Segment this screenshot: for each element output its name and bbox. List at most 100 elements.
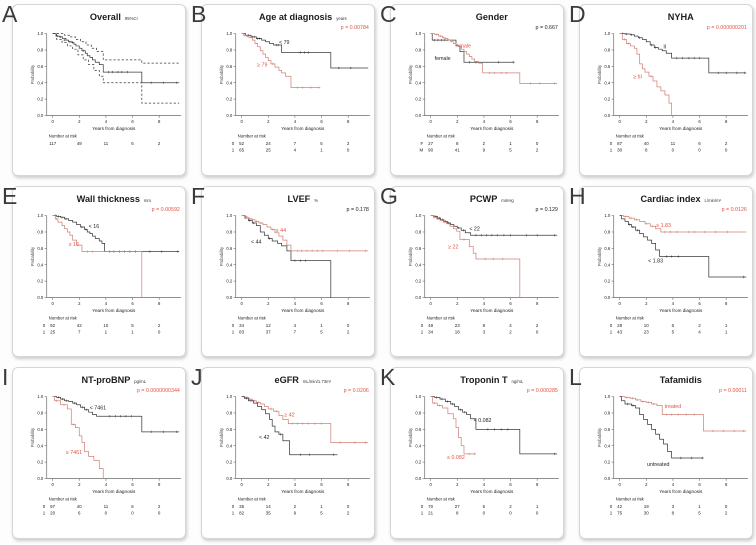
risk-value: 35	[239, 504, 244, 509]
censor-mark	[349, 66, 353, 70]
censor-mark	[84, 227, 88, 231]
risk-value: 0	[536, 141, 539, 146]
censor-mark	[316, 249, 319, 252]
censor-mark	[85, 408, 88, 412]
y-tick-label: 0.6	[415, 64, 422, 69]
x-tick-label: 0	[240, 482, 243, 487]
censor-mark	[321, 249, 325, 252]
risk-value: 34	[239, 323, 244, 328]
censor-mark	[722, 430, 725, 433]
censor-mark	[502, 233, 506, 237]
risk-value: 5	[320, 329, 323, 334]
risk-value: 2	[536, 148, 539, 153]
y-tick-label: 0.0	[604, 476, 611, 481]
censor-mark	[638, 36, 641, 39]
curve-label: ≥ 7461	[66, 450, 82, 456]
risk-value: 49	[77, 141, 82, 146]
censor-mark	[116, 70, 120, 74]
risk-row-label: M	[420, 148, 424, 153]
censor-mark	[257, 401, 260, 404]
y-tick-label: 0.6	[415, 427, 422, 432]
km-panel: H Cardiac index L/min/m² p = 0.0126 1.0 0.8 0.…	[567, 182, 756, 364]
survival-curve-black	[619, 214, 747, 278]
y-tick-label: 1.0	[226, 213, 233, 218]
y-tick-label: 0.2	[604, 460, 611, 465]
panel-unit: %	[314, 197, 318, 202]
risk-value: 83	[239, 329, 244, 334]
risk-value: 1	[725, 323, 728, 328]
risk-value: 48	[428, 323, 433, 328]
panel-title: NT-proBNP pg/mL	[82, 375, 147, 385]
censor-mark	[175, 430, 178, 434]
censor-mark	[71, 41, 74, 44]
panel-letter: A	[2, 1, 18, 27]
censor-mark	[535, 233, 539, 237]
risk-value: 65	[239, 148, 244, 153]
risk-value: 37	[266, 329, 271, 334]
x-tick-label: 8	[158, 301, 161, 306]
p-value: p = 0.178	[347, 207, 369, 213]
x-tick-label: 8	[536, 482, 539, 487]
censor-mark	[651, 224, 654, 228]
censor-mark	[126, 70, 129, 74]
risk-value: 1	[698, 504, 701, 509]
risk-value: 1	[725, 329, 728, 334]
censor-mark	[258, 37, 261, 40]
censor-mark	[299, 453, 302, 457]
censor-mark	[663, 230, 667, 233]
y-tick-label: 1.0	[604, 31, 611, 36]
risk-value: 43	[617, 329, 622, 334]
risk-value: 2	[347, 329, 350, 334]
risk-value: 75	[617, 511, 622, 516]
panel-card: Gender p = 0.667 1.0 0.8 0.6 0.4 0.2 0.0 0 2 4 6 8 Pr…	[390, 4, 564, 176]
y-tick-label: 0.2	[604, 97, 611, 102]
censor-mark	[484, 257, 487, 260]
censor-mark	[624, 214, 627, 218]
risk-value: 8	[645, 148, 648, 153]
risk-row-label: 1	[43, 329, 46, 334]
censor-mark	[636, 228, 639, 232]
x-tick-label: 4	[294, 482, 297, 487]
censor-mark	[714, 230, 717, 233]
risk-value: 2	[698, 323, 701, 328]
x-tick-label: 6	[698, 119, 701, 124]
risk-value: 117	[49, 141, 57, 146]
axes	[424, 396, 559, 480]
censor-mark	[255, 219, 258, 223]
risk-value: 14	[266, 504, 271, 509]
censor-mark	[480, 233, 483, 237]
x-tick-label: 2	[78, 119, 81, 124]
axes	[235, 215, 370, 298]
panel-unit: L/min/m²	[705, 197, 722, 202]
y-tick-label: 0.4	[226, 262, 233, 267]
axes	[46, 396, 181, 480]
censor-mark	[493, 428, 496, 431]
risk-table-header: Number at risk	[616, 497, 645, 502]
risk-row-label: 0	[232, 141, 235, 146]
risk-value: 25	[50, 329, 55, 334]
risk-value: 1	[536, 504, 539, 509]
survival-curve-red	[52, 214, 143, 298]
curve-label: < 16	[89, 224, 100, 230]
censor-mark	[348, 249, 351, 252]
risk-table-header: Number at risk	[49, 134, 78, 139]
x-tick-label: 0	[618, 119, 621, 124]
risk-value: 5	[131, 323, 134, 328]
y-tick-label: 0.2	[37, 460, 44, 465]
x-tick-label: 2	[456, 482, 459, 487]
censor-mark	[525, 233, 528, 237]
y-tick-label: 0.4	[604, 80, 611, 85]
censor-mark	[538, 82, 542, 85]
y-tick-label: 0.8	[226, 411, 233, 416]
axes	[613, 396, 748, 480]
curve-label: < 44	[251, 239, 262, 245]
censor-mark	[496, 233, 499, 237]
censor-mark	[693, 56, 696, 60]
survival-curve-black	[430, 214, 558, 236]
x-tick-label: 6	[320, 119, 323, 124]
censor-mark	[275, 43, 278, 47]
axes	[424, 215, 559, 298]
x-tick-label: 2	[456, 119, 459, 124]
y-tick-label: 0.4	[37, 262, 44, 267]
